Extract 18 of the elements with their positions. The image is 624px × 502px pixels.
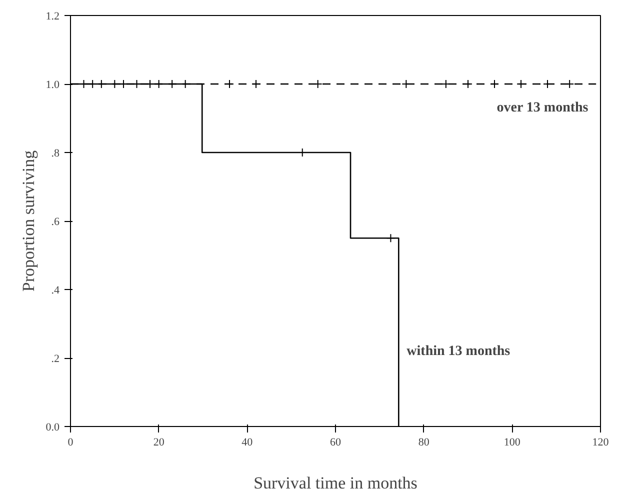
x-tick-label: 20 [153,436,165,448]
y-tick-label: .8 [51,148,60,160]
y-tick-label: .2 [51,353,60,365]
y-tick-label: 1.2 [46,10,60,22]
x-tick-label: 40 [242,436,254,448]
y-tick-label: .6 [51,216,60,228]
y-tick-label: .4 [51,284,60,296]
series-label: within 13 months [406,344,511,359]
x-tick-label: 120 [592,436,610,448]
series-label: over 13 months [496,100,589,116]
x-tick-label: 60 [330,436,342,448]
x-axis-title: Survival time in months [254,474,418,492]
y-tick-label: 0.0 [46,422,60,434]
x-tick-label: 0 [68,436,74,448]
x-tick-label: 80 [418,436,430,448]
x-tick-label: 100 [504,436,521,448]
y-axis-title: Proportion surviving [18,150,38,292]
y-tick-label: 1.0 [46,79,60,91]
